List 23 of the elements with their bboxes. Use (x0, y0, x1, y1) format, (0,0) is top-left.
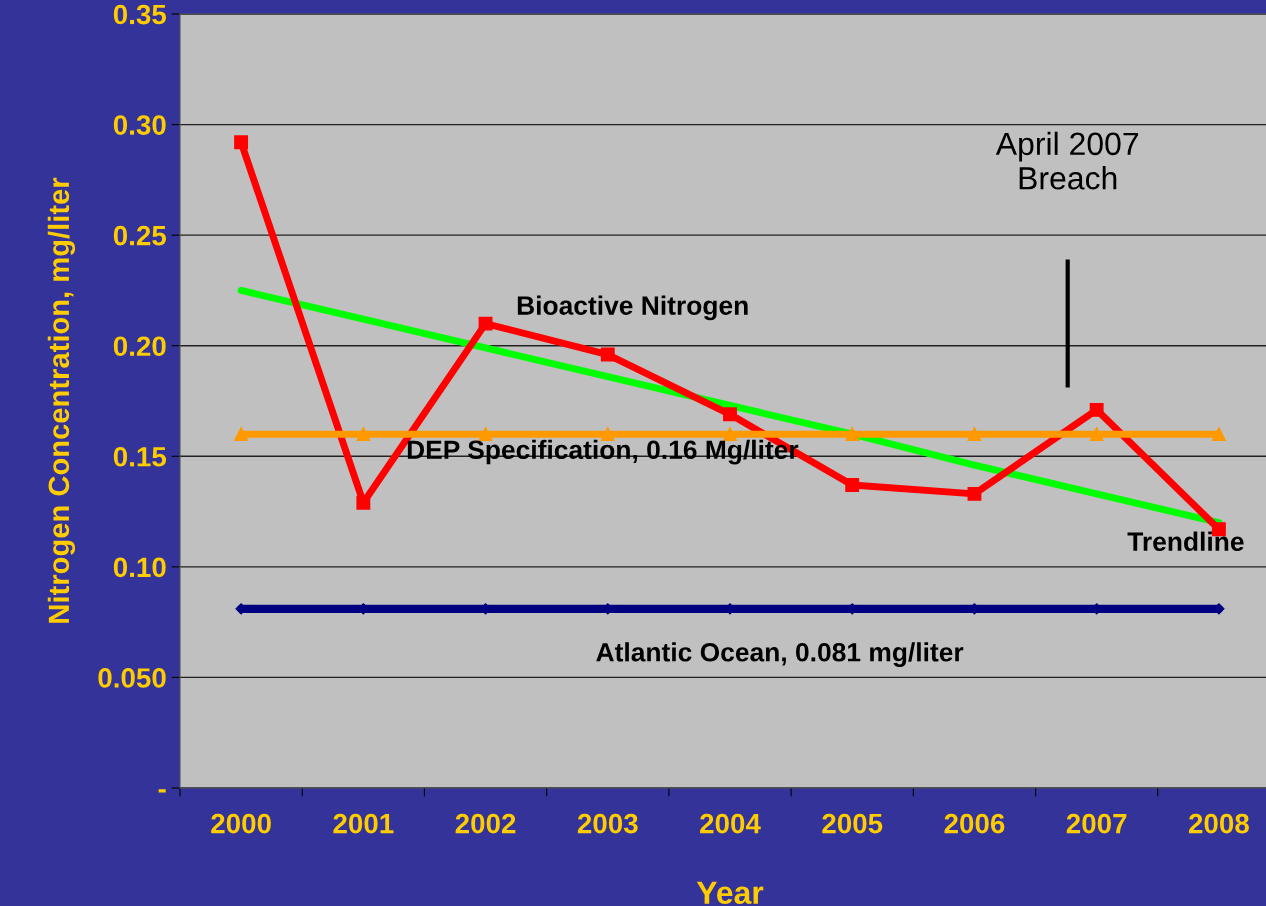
y-tick-label: 0.25 (113, 225, 167, 246)
series-label: Bioactive Nitrogen (517, 295, 748, 321)
annotation: April 2007 Breach (995, 131, 1139, 190)
x-tick-label: 2003 (577, 813, 638, 834)
y-tick-label: 0.15 (113, 446, 167, 467)
series-label: Trendline (1127, 531, 1244, 552)
y-tick-label: 0.35 (113, 4, 167, 25)
x-tick-label: 2000 (211, 813, 271, 834)
y-tick-label: - (158, 789, 166, 793)
series-label: Atlantic Ocean, 0.081 mg/liter (596, 642, 964, 667)
y-tick-label: 0.10 (113, 557, 166, 578)
x-tick-label: 2002 (455, 813, 516, 834)
x-tick-label: 2004 (700, 813, 761, 834)
y-tick-label: 0.050 (98, 668, 166, 688)
y-axis-title: Nitrogen Concentration, mg/liter (47, 177, 76, 623)
x-axis-title: Year (696, 881, 764, 905)
x-tick-label: 2008 (1188, 813, 1249, 834)
x-tick-label: 2006 (944, 813, 1005, 834)
y-tick-label: 0.20 (113, 336, 166, 357)
y-tick-label: 0.30 (113, 115, 166, 135)
x-tick-label: 2001 (333, 813, 394, 834)
x-tick-label: 2005 (822, 813, 883, 834)
x-tick-label: 2007 (1066, 813, 1127, 834)
